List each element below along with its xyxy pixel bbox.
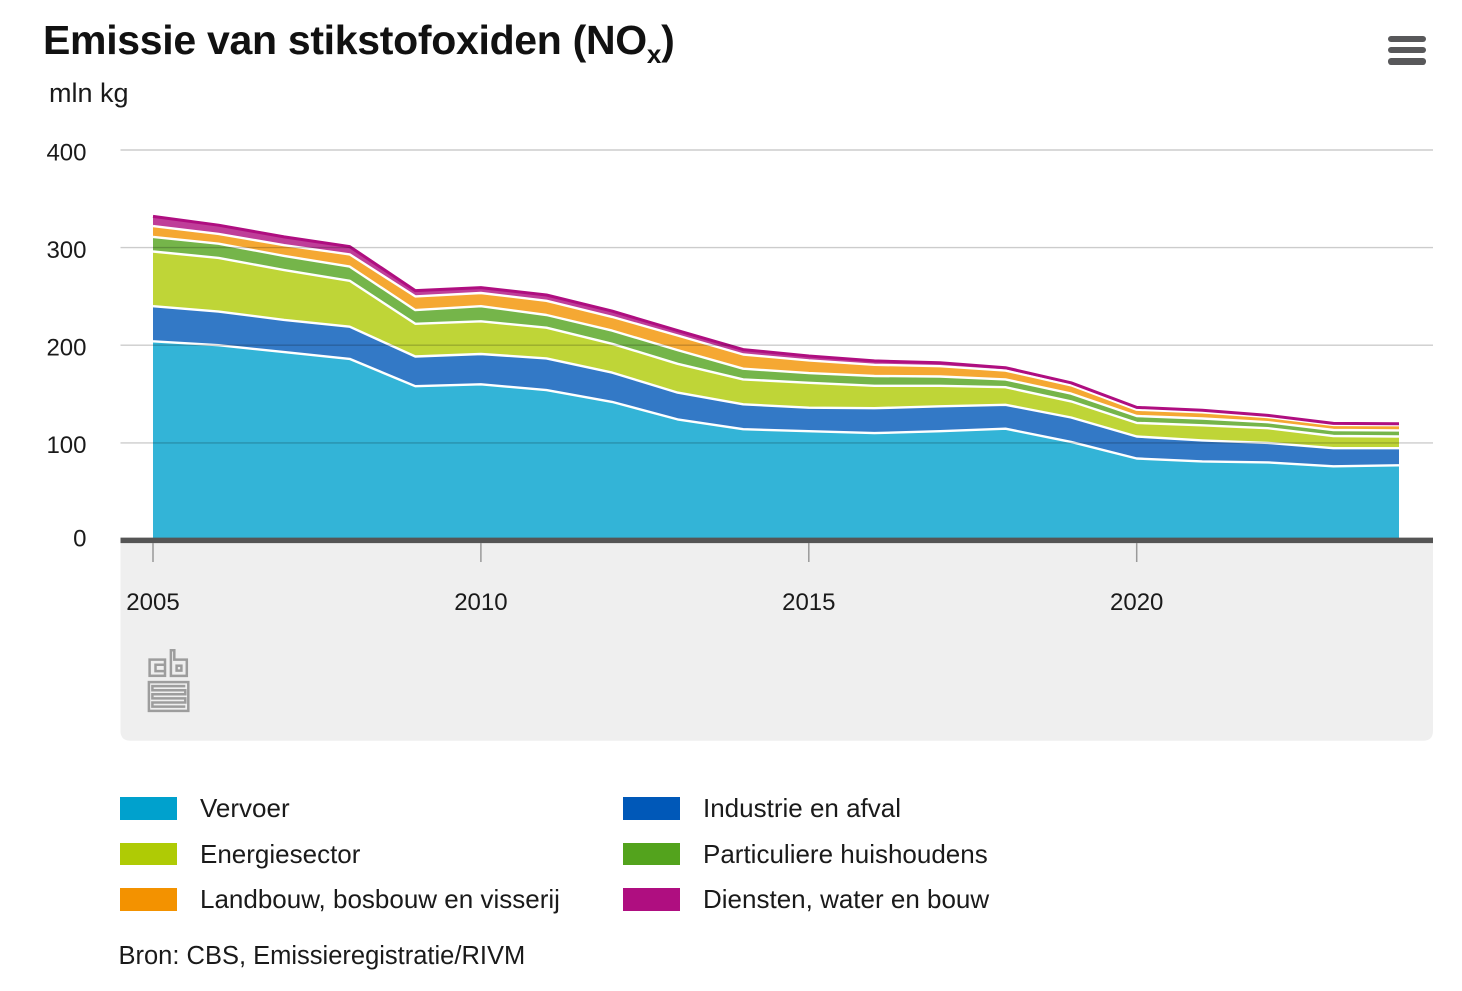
svg-text:200: 200: [46, 335, 86, 362]
svg-text:2010: 2010: [454, 589, 507, 616]
svg-text:2015: 2015: [782, 589, 835, 616]
svg-text:400: 400: [46, 139, 86, 166]
svg-text:2020: 2020: [1110, 589, 1163, 616]
svg-text:2005: 2005: [126, 589, 179, 616]
svg-text:0: 0: [73, 526, 86, 553]
svg-text:300: 300: [46, 237, 86, 264]
svg-text:100: 100: [46, 432, 86, 459]
